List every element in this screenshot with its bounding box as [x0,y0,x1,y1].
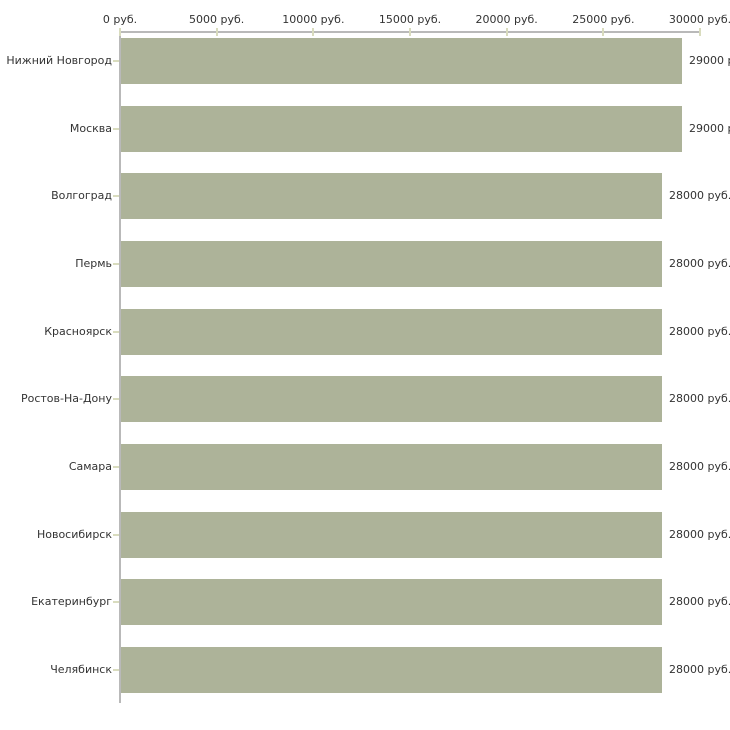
bar-value-label: 28000 руб. [669,528,730,541]
y-axis-tick [113,534,119,536]
bar-value-label: 28000 руб. [669,325,730,338]
x-axis-tick-label: 5000 руб. [189,13,245,26]
bar [121,38,682,84]
y-axis-tick [113,669,119,671]
y-axis-tick [113,398,119,400]
y-axis-label: Ростов-На-Дону [20,392,112,405]
x-axis-tick [602,28,605,36]
y-axis-tick [113,263,119,265]
y-axis-tick [113,331,119,333]
bar-value-label: 28000 руб. [669,257,730,270]
bar [121,376,662,422]
x-axis-tick [699,28,701,36]
x-axis-tick-label: 25000 руб. [572,13,635,26]
x-axis-tick-label: 30000 руб. [668,13,730,26]
bar [121,173,662,219]
y-axis-label: Москва [69,122,112,135]
y-axis-label: Волгоград [51,189,112,202]
bar-value-label: 28000 руб. [669,189,730,202]
y-axis-tick [113,60,119,62]
x-axis-tick [505,28,508,36]
y-axis-label: Пермь [75,257,112,270]
bar [121,241,662,287]
bar [121,647,662,693]
y-axis-label: Самара [68,460,112,473]
bar-value-label: 29000 руб. [689,54,730,67]
x-axis-tick [312,28,315,36]
y-axis-line [119,31,121,703]
bar-value-label: 28000 руб. [669,460,730,473]
y-axis-label: Новосибирск [36,528,112,541]
x-axis-tick-label: 10000 руб. [282,13,345,26]
x-axis-tick-label: 20000 руб. [475,13,538,26]
bar [121,444,662,490]
bar [121,106,682,152]
y-axis-label: Нижний Новгород [6,54,112,67]
x-axis-tick [119,28,121,36]
x-axis-tick-label: 15000 руб. [378,13,442,26]
bar-value-label: 28000 руб. [669,595,730,608]
bar [121,309,662,355]
y-axis-tick [113,466,119,468]
bar-value-label: 29000 руб. [689,122,730,135]
y-axis-tick [113,128,119,130]
x-axis-tick [215,28,218,36]
bar [121,512,662,558]
bar [121,579,662,625]
y-axis-label: Красноярск [44,325,112,338]
bar-value-label: 28000 руб. [669,663,730,676]
y-axis-tick [113,195,119,197]
y-axis-tick [113,601,119,603]
x-axis-tick-label: 0 руб. [102,13,138,26]
bar-value-label: 28000 руб. [669,392,730,405]
x-axis-tick [409,28,411,36]
y-axis-label: Екатеринбург [31,595,112,608]
y-axis-label: Челябинск [50,663,112,676]
